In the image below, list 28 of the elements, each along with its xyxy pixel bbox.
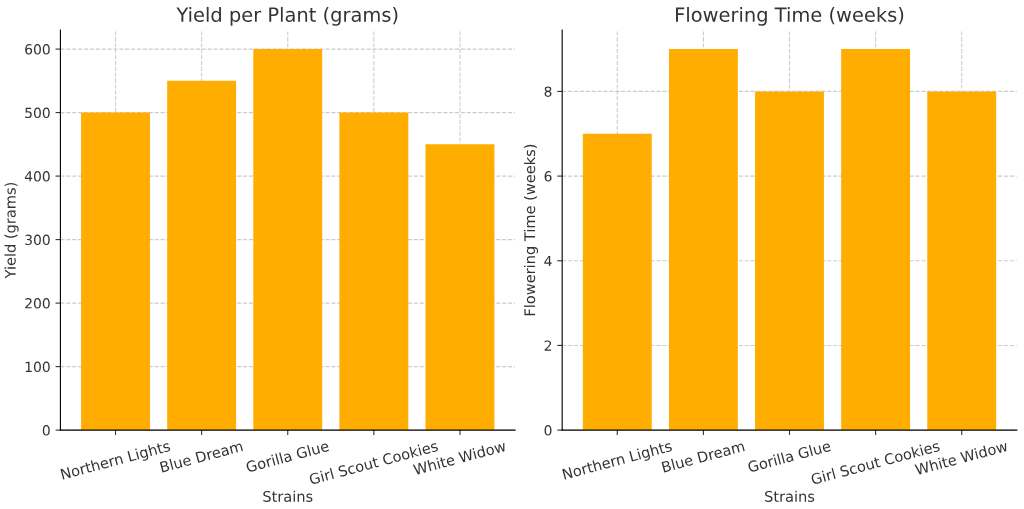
y-tick-label: 6	[544, 171, 552, 182]
bar	[668, 49, 738, 431]
bar	[167, 80, 237, 431]
x-axis-title: Strains	[263, 490, 313, 502]
bar	[582, 133, 652, 431]
y-tick-label: 2	[544, 340, 552, 351]
chart-title: Yield per Plant (grams)	[176, 6, 398, 26]
y-tick-label: 600	[25, 44, 50, 55]
y-tick-label: 8	[544, 86, 552, 97]
y-tick-label: 100	[25, 361, 50, 373]
bar	[425, 144, 495, 431]
y-tick-label: 400	[24, 171, 50, 182]
bar	[927, 91, 997, 431]
y-axis-title: Flowering Time (weeks)	[523, 144, 539, 316]
y-tick-label: 0	[544, 425, 552, 436]
y-tick-label: 300	[25, 234, 50, 246]
y-axis-title: Yield (grams)	[4, 182, 19, 279]
y-tick-label: 0	[42, 425, 50, 436]
bar	[253, 49, 323, 431]
y-tick-label: 4	[544, 255, 552, 267]
bar	[339, 112, 409, 431]
y-tick-label: 500	[25, 107, 50, 119]
bar	[755, 91, 824, 431]
y-tick-label: 200	[25, 298, 50, 309]
x-axis-title: Strains	[765, 490, 815, 502]
bar	[841, 49, 911, 431]
bar	[81, 112, 150, 431]
chart-title: Flowering Time (weeks)	[676, 6, 904, 26]
